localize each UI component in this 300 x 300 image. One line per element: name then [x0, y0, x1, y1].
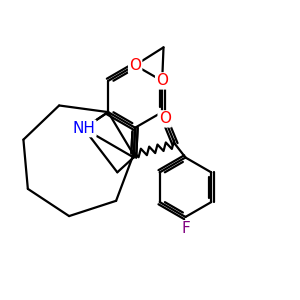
- Text: O: O: [156, 74, 168, 88]
- Text: O: O: [129, 58, 141, 73]
- Text: NH: NH: [72, 121, 95, 136]
- Text: F: F: [181, 221, 190, 236]
- Text: NH: NH: [72, 121, 95, 136]
- Text: O: O: [159, 111, 171, 126]
